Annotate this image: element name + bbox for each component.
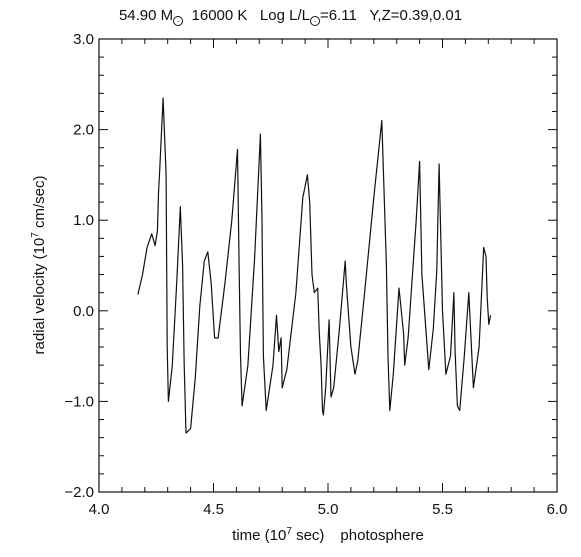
series-layer	[137, 97, 492, 434]
title-mass: 54.90	[118, 7, 157, 24]
y-axis-ticks: 3.0 2.0 1.0 0.0 −1.0 −2.0	[64, 31, 557, 501]
y-tick-label: −2.0	[64, 484, 94, 501]
x-tick-label: 4.0	[89, 501, 110, 518]
plot-frame	[98, 38, 558, 493]
x-tick-label: 6.0	[547, 501, 568, 518]
y-tick-label: 3.0	[73, 31, 94, 48]
x-axis-label: time (107 sec) photosphere	[232, 526, 424, 544]
y-axis-label-exponent: 7	[30, 232, 41, 238]
x-axis-ticks: 4.0 4.5 5.0 5.5 6.0	[89, 39, 568, 518]
x-axis-label-exponent: 7	[286, 526, 292, 537]
title-composition: Y,Z=0.39,0.01	[369, 7, 463, 24]
y-tick-label: 2.0	[73, 122, 94, 139]
y-axis-label: radial velocity (107 cm/sec)	[30, 176, 48, 355]
series-line	[137, 97, 492, 434]
y-tick-label: 0.0	[73, 303, 94, 320]
x-tick-label: 4.5	[203, 501, 224, 518]
title-luminosity-value: =6.11	[319, 7, 357, 24]
solar-symbol-icon: ·	[309, 16, 320, 26]
y-tick-label: −1.0	[64, 393, 94, 410]
chart-title: 54.90 M · 16000 K Log L/L · =6.11 Y,Z=0.39,…	[0, 7, 581, 26]
y-tick-label: 1.0	[73, 212, 94, 229]
title-luminosity-prefix: Log L/L	[259, 7, 310, 24]
title-mass-symbol: M	[160, 7, 174, 24]
title-temperature: 16000 K	[191, 7, 248, 24]
solar-symbol-icon: ·	[173, 16, 184, 26]
x-tick-label: 5.0	[318, 501, 339, 518]
x-tick-label: 5.5	[432, 501, 453, 518]
